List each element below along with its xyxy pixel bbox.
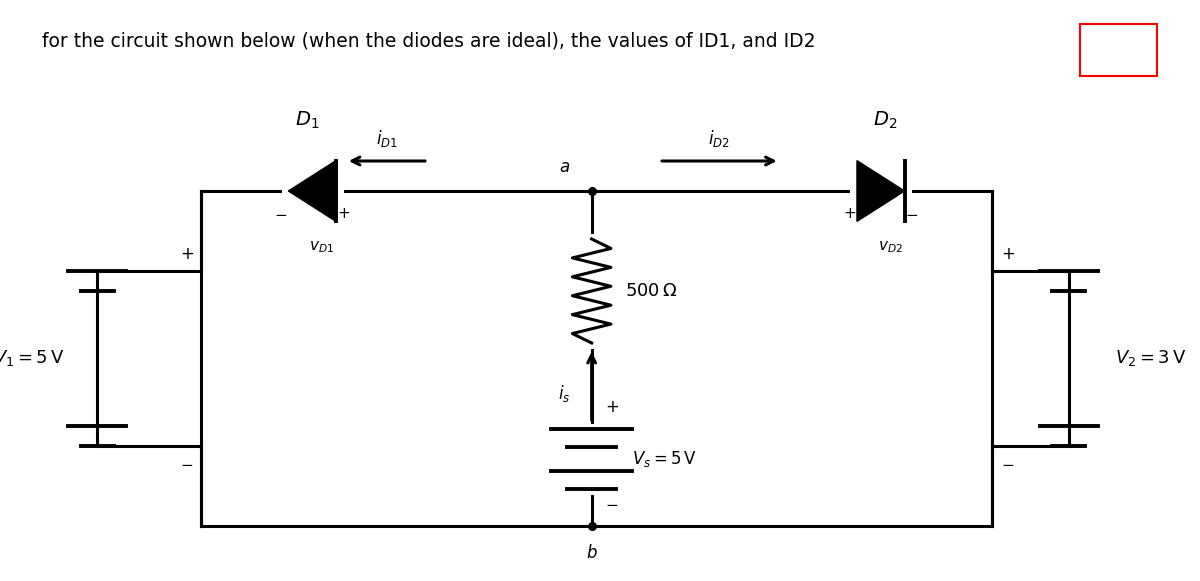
Text: $i_s$: $i_s$ (558, 383, 570, 404)
Text: +: + (605, 398, 619, 416)
Text: for the circuit shown below (when the diodes are ideal), the values of ID1, and : for the circuit shown below (when the di… (42, 31, 816, 50)
Text: $500\,\Omega$: $500\,\Omega$ (625, 282, 678, 300)
Text: $-$: $-$ (605, 496, 618, 511)
Text: $-$: $-$ (180, 456, 193, 471)
Text: $a$: $a$ (559, 158, 570, 176)
Text: $-$: $-$ (1001, 456, 1014, 471)
Text: $D_1$: $D_1$ (295, 110, 319, 131)
Text: $b$: $b$ (586, 544, 598, 562)
Text: $-$: $-$ (275, 206, 288, 221)
Text: $v_{D2}$: $v_{D2}$ (878, 239, 902, 254)
Text: $V_s = 5\,\mathrm{V}$: $V_s = 5\,\mathrm{V}$ (632, 449, 697, 469)
Text: $V_2 = 3\,\mathrm{V}$: $V_2 = 3\,\mathrm{V}$ (1115, 349, 1187, 368)
Text: $D_2$: $D_2$ (874, 110, 898, 131)
Text: $+$: $+$ (844, 206, 857, 221)
Polygon shape (288, 160, 336, 221)
Text: $i_{D1}$: $i_{D1}$ (376, 128, 398, 149)
Text: $-$: $-$ (905, 206, 918, 221)
Text: +: + (180, 245, 193, 263)
Text: $v_{D1}$: $v_{D1}$ (310, 239, 335, 254)
Polygon shape (857, 160, 905, 221)
Text: +: + (1001, 245, 1015, 263)
Text: $i_{D2}$: $i_{D2}$ (708, 128, 731, 149)
Text: $V_1 = 5\,\mathrm{V}$: $V_1 = 5\,\mathrm{V}$ (0, 349, 65, 368)
FancyBboxPatch shape (1080, 24, 1157, 76)
Text: $+$: $+$ (337, 206, 350, 221)
